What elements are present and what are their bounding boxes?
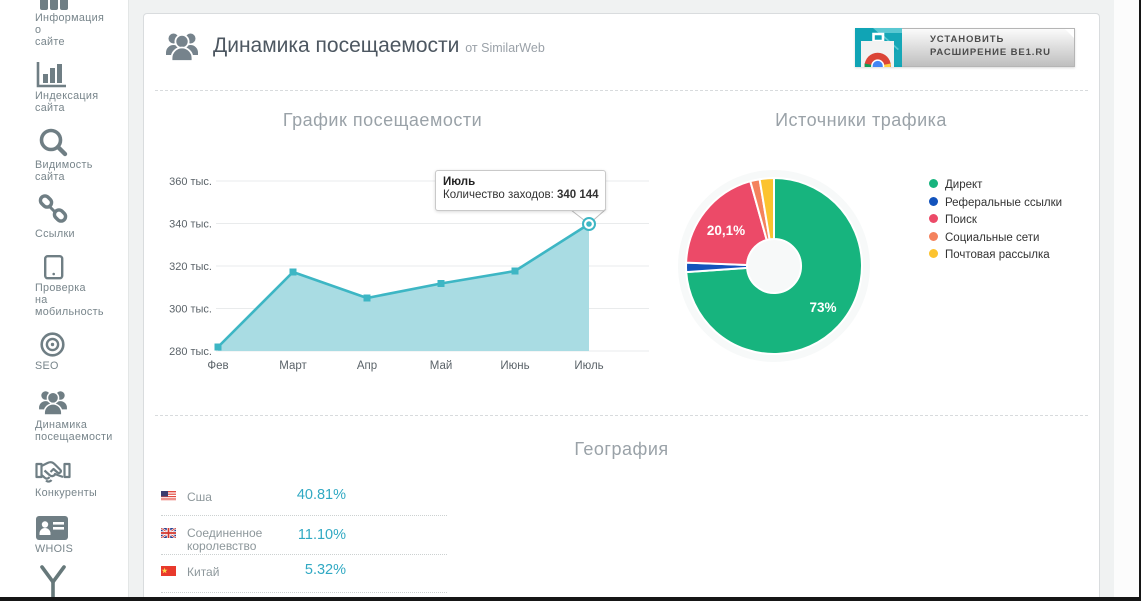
svg-text:320 тыс.: 320 тыс. (169, 261, 212, 273)
svg-text:Июнь: Июнь (500, 360, 529, 372)
svg-text:Май: Май (430, 360, 453, 372)
svg-text:280 тыс.: 280 тыс. (169, 346, 212, 358)
svg-text:Июль: Июль (574, 360, 603, 372)
svg-text:340 тыс.: 340 тыс. (169, 219, 212, 231)
svg-text:Фев: Фев (207, 360, 228, 372)
svg-text:Март: Март (279, 360, 307, 372)
svg-text:360 тыс.: 360 тыс. (169, 176, 212, 188)
svg-text:Апр: Апр (357, 360, 377, 372)
svg-text:300 тыс.: 300 тыс. (169, 304, 212, 316)
svg-text:20,1%: 20,1% (707, 223, 745, 238)
svg-text:73%: 73% (809, 300, 836, 315)
